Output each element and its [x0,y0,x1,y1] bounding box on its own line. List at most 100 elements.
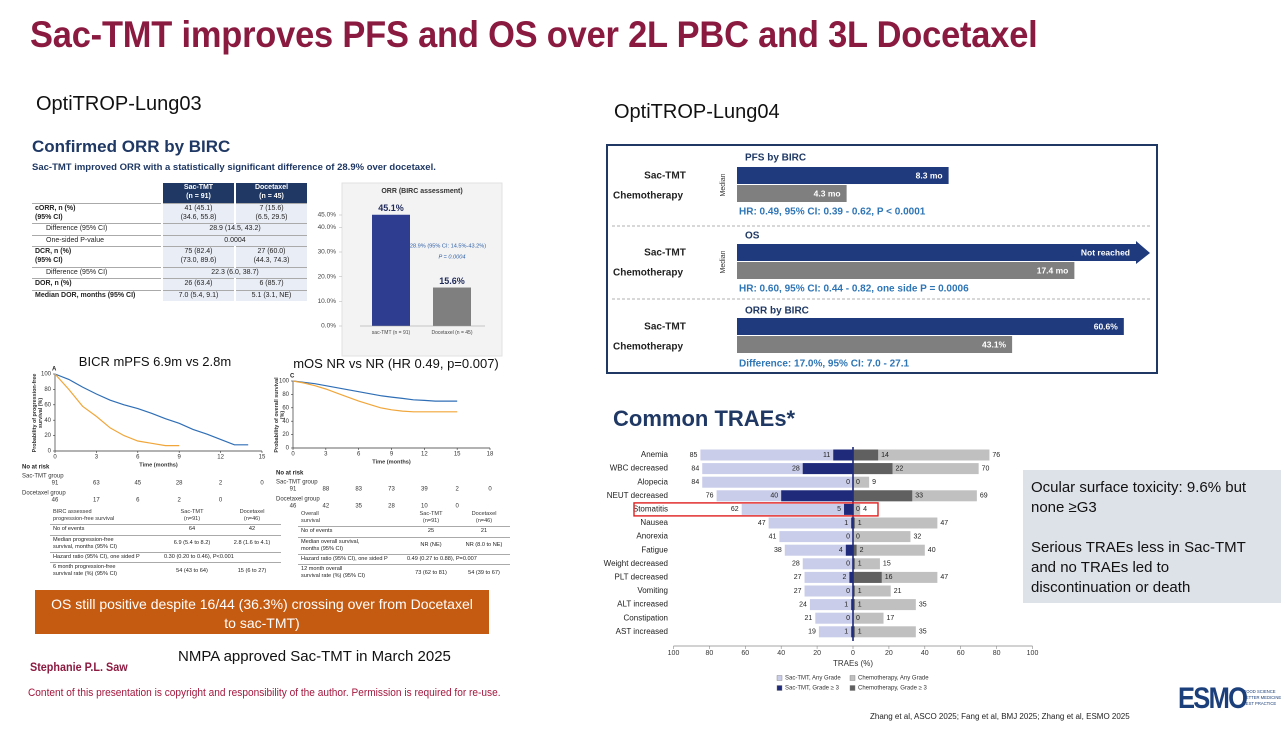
x-tick-label: 20 [813,650,821,657]
table-cell: NR (NE) [404,537,458,554]
legend-label: Sac-TMT, Grade ≥ 3 [785,686,840,692]
bar [853,463,979,475]
at-risk-count: 0 [260,481,264,487]
y-axis-label: Median [720,173,727,196]
annotation: P = 0.0004 [438,254,465,260]
at-risk-count: 63 [93,481,100,487]
category-label: Constipation [624,613,668,622]
y-tick-label: 20 [282,432,289,438]
cell-line: 6 month progression-free [53,564,116,571]
bar [853,558,880,570]
cell-line: survival [301,518,320,525]
callout: OS still positive despite 16/44 (36.3%) … [35,590,489,634]
table-cell: 6 (85.7) [234,278,307,291]
value-label: 17.4 mo [1037,265,1069,275]
stat-text: HR: 0.49, 95% CI: 0.39 - 0.62, P < 0.000… [739,207,926,218]
y-tick-label: 10.0% [318,298,337,305]
table-cell: 54 (39 to 67) [458,565,510,582]
table-cell: 7 (15.6) (6.5, 29.5) [234,203,307,224]
legend-swatch [849,675,856,681]
value-label: 8.3 mo [916,170,943,180]
value-label: 15.6% [439,276,465,286]
section-title: Common TRAEs* [613,406,796,431]
at-risk-count: 83 [355,487,362,493]
value-label: 0 [846,479,850,486]
category-label: Fatigue [641,545,668,554]
table-cell: No of events [298,527,404,537]
value-label: 1 [858,520,862,527]
y-tick-label: 60 [282,405,289,411]
category-label: Chemotherapy [613,191,683,202]
cell-line: 73 (62 to 81) [415,569,447,576]
at-risk-count: 88 [322,487,329,493]
at-risk-count: 46 [52,498,59,504]
value-label: 38 [774,547,782,554]
x-tick-label: 6 [136,455,140,461]
y-axis-label: Probability of progression-free survival… [32,373,44,452]
bar [853,544,857,556]
table-row: One-sided P-value 0.0004 [32,235,307,247]
bar [853,476,870,488]
cell-line: DCR, n (%) [35,248,72,256]
cell-line: Hazard ratio (95% CI), one sided P [53,554,140,561]
value-label: 0 [846,588,850,595]
at-risk-count: 0 [219,498,223,504]
stat-text: HR: 0.60, 95% CI: 0.44 - 0.82, one side … [739,284,969,295]
cell-line: Sac-TMT [183,184,214,192]
table-row: Overall survival Sac-TMT (n=91) Docetaxel (n=… [298,510,510,527]
at-risk-count: 0 [455,504,459,510]
value-label: 84 [691,479,699,486]
value-label: 11 [823,452,830,459]
bar [784,544,853,556]
section-title: Confirmed ORR by BIRC [32,137,231,156]
value-label: 27 [794,588,802,595]
cell-line: 27 (60.0) [257,248,286,256]
table-cell: 5.1 (3.1, NE) [234,290,307,302]
cell-line: 0.49 (0.27 to 0.88), P=0.007 [407,556,477,563]
legend-swatch [849,685,856,691]
header-cell: Docetaxel (n = 45) [234,183,307,204]
value-label: 1 [844,629,848,636]
cell-line: (n=91) [422,518,440,525]
y-tick-label: 30.0% [318,249,337,256]
cell-line: 15 (6 to 27) [237,567,267,574]
cell-line: Hazard ratio (95% CI), one sided P [301,556,388,563]
value-label: 40 [770,493,778,500]
cell-line: (95% CI) [35,256,63,264]
cell-line: Sac-TMT [419,511,443,517]
table-cell: 28.9 (14.5, 43.2) [161,223,307,236]
value-label: 41 [769,533,777,540]
value-label: 1 [858,629,862,636]
cell-line: 7 (15.6) [259,205,284,212]
y-tick-label: 45.0% [318,212,337,219]
category-label: Vomiting [637,586,668,595]
x-tick-label: 9 [178,455,182,461]
category-label: ALT increased [617,600,668,609]
table-cell: 7.0 (5.4, 9.1) [161,290,235,302]
at-risk-count: 0 [488,487,492,493]
cell-line: survival, months (95% CI) [53,543,118,550]
bar [853,517,855,529]
at-risk-count: 28 [388,504,395,510]
y-tick-label: 80 [282,392,289,398]
panel-title: ORR by BIRC [745,306,809,317]
table-row: No of events 25 21 [298,526,510,537]
value-label: 47 [940,574,948,581]
bar [737,185,847,202]
x-tick-label: Docetaxel (n = 45) [431,330,473,336]
bar [853,626,916,638]
arrow-head [1136,241,1150,264]
panel-letter: A [52,367,57,373]
x-axis-label: Time (months) [139,462,178,468]
bar [702,476,853,488]
value-label: 0 [846,615,850,622]
bar [804,585,853,597]
at-risk-count: 28 [176,481,183,487]
table-cell: No of events [50,525,161,535]
bar [741,503,853,515]
table-row: Median progression-free survival, months … [50,535,281,552]
value-label: 22 [895,465,903,472]
category-label: Sac-TMT [644,171,686,182]
category-label: Anemia [641,450,669,459]
